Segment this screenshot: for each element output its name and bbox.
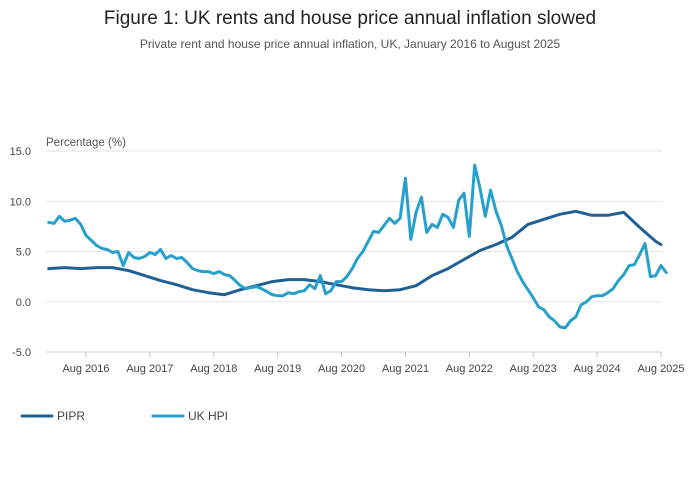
legend-item-uk-hpi[interactable]: UK HPI [151,409,228,423]
x-tick-label: Aug 2022 [446,363,493,375]
legend-label: PIPR [57,409,85,423]
x-tick-label: Aug 2017 [126,363,173,375]
x-tick-label: Aug 2021 [382,363,429,375]
y-axis-ticks: -5.0 0.0 5.0 10.0 15.0 [10,146,31,359]
y-tick-label: -5.0 [12,347,31,359]
chart-title: Figure 1: UK rents and house price annua… [104,8,596,29]
x-tick-label: Aug 2018 [190,363,237,375]
x-axis-ticks: Aug 2016 Aug 2017 Aug 2018 Aug 2019 Aug 2020… [62,352,685,375]
x-tick-label: Aug 2023 [510,363,557,375]
y-tick-label: 15.0 [10,146,31,158]
x-tick-label: Aug 2025 [637,363,684,375]
y-tick-label: 0.0 [16,297,31,309]
y-tick-label: 10.0 [10,196,31,208]
legend[interactable]: PIPR UK HPI [20,409,228,423]
series-line-uk-hpi [47,163,668,330]
x-tick-label: Aug 2024 [574,363,621,375]
x-tick-label: Aug 2020 [318,363,365,375]
legend-item-pipr[interactable]: PIPR [20,409,85,423]
series-lines [47,163,668,330]
legend-label: UK HPI [188,409,228,423]
x-tick-label: Aug 2019 [254,363,301,375]
series-line-pipr [47,209,663,297]
gridlines [46,150,662,303]
y-tick-label: 5.0 [16,247,31,259]
y-axis-label: Percentage (%) [46,137,126,149]
x-tick-label: Aug 2016 [62,363,109,375]
chart-subtitle: Private rent and house price annual infl… [140,37,561,51]
